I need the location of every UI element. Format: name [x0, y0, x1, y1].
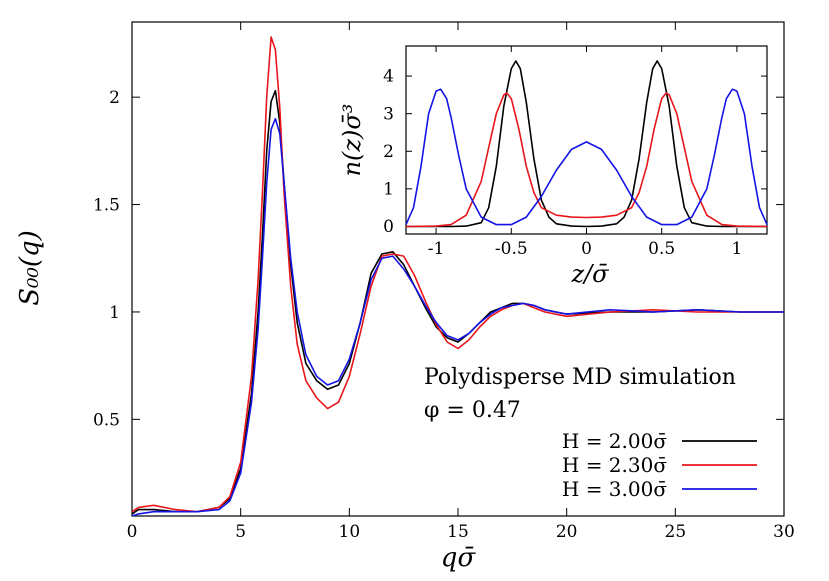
- inset-y-tick-label: 0: [383, 217, 394, 237]
- inset-y-axis-label: n(z)σ̄³: [338, 104, 366, 177]
- main-y-tick-label: 1: [109, 303, 120, 323]
- main-x-tick-label: 20: [556, 522, 578, 542]
- inset-x-tick-label: 0.5: [648, 239, 675, 259]
- main-x-tick-label: 0: [127, 522, 138, 542]
- inset-x-tick-label: -0.5: [495, 239, 528, 259]
- main-x-tick-label: 30: [773, 522, 795, 542]
- inset-series: [405, 60, 768, 228]
- main-series: [131, 36, 784, 517]
- legend-label-1: H = 2.30σ̄: [562, 453, 667, 477]
- main-y-tick-label: 1.5: [93, 196, 120, 216]
- inset-x-tick-label: -1: [428, 239, 445, 259]
- annotation-simulation: Polydisperse MD simulation: [424, 365, 736, 390]
- inset-x-axis-label: z/σ̄: [570, 260, 609, 288]
- legend-label-2: H = 3.00σ̄: [562, 477, 667, 501]
- inset-ticks: -1 -0.5 0 0.5 1 0 1 2 3 4: [383, 46, 767, 259]
- main-y-tick-label: 2: [109, 88, 120, 108]
- inset-y-tick-label: 2: [383, 142, 394, 162]
- inset-series-line-2: [405, 88, 768, 226]
- main-ticks: 0 5 10 15 20 25 300.511.52: [93, 22, 795, 542]
- main-x-tick-label: 5: [235, 522, 246, 542]
- inset-y-tick-label: 4: [383, 67, 394, 87]
- main-x-axis-label: qσ̄: [441, 543, 477, 573]
- main-y-tick-label: 0.5: [93, 410, 120, 430]
- inset-series-line-0: [406, 60, 767, 228]
- main-series-line-2: [131, 117, 784, 517]
- legend-label-0: H = 2.00σ̄: [562, 429, 667, 453]
- main-x-tick-label: 10: [339, 522, 361, 542]
- inset-x-tick-label: 1: [732, 239, 743, 259]
- main-x-tick-label: 15: [447, 522, 469, 542]
- inset-background: [406, 46, 767, 234]
- annotation-volume-fraction: φ = 0.47: [424, 398, 521, 423]
- main-y-axis-label: S₀₀(q): [15, 230, 45, 306]
- inset-y-tick-label: 1: [383, 179, 394, 199]
- inset-series-line-1: [405, 92, 768, 228]
- legend: H = 2.00σ̄H = 2.30σ̄H = 3.00σ̄: [562, 429, 757, 501]
- inset-x-tick-label: 0: [581, 239, 592, 259]
- main-x-tick-label: 25: [665, 522, 687, 542]
- inset-y-tick-label: 3: [383, 104, 394, 124]
